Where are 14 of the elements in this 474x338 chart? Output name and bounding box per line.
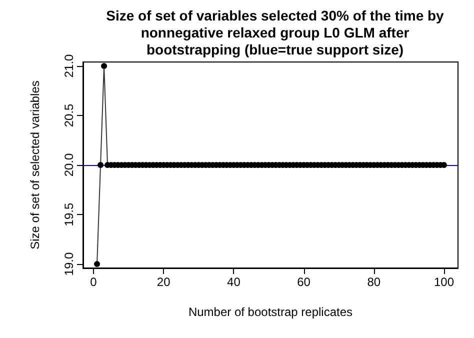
y-tick-label: 20.0 <box>62 153 76 177</box>
x-tick-label: 60 <box>297 275 311 289</box>
y-tick-label: 19.5 <box>62 202 76 226</box>
y-axis-title: Size of set of selected variables <box>28 80 42 250</box>
x-tick-label: 40 <box>227 275 241 289</box>
y-tick-label: 20.5 <box>62 103 76 128</box>
x-tick-label: 20 <box>156 275 171 289</box>
y-tick-label: 21.0 <box>62 54 76 78</box>
y-tick-label: 19.0 <box>62 252 76 276</box>
x-tick-label: 0 <box>90 275 98 289</box>
chart-title: Size of set of variables selected 30% of the time by nonnegative relaxed group L0 GLM after bootstrapping (blue=true support size) <box>106 8 444 58</box>
x-tick-label: 100 <box>434 275 454 289</box>
x-axis-title: Number of bootstrap replicates <box>188 305 353 319</box>
x-tick-label: 80 <box>367 275 381 289</box>
